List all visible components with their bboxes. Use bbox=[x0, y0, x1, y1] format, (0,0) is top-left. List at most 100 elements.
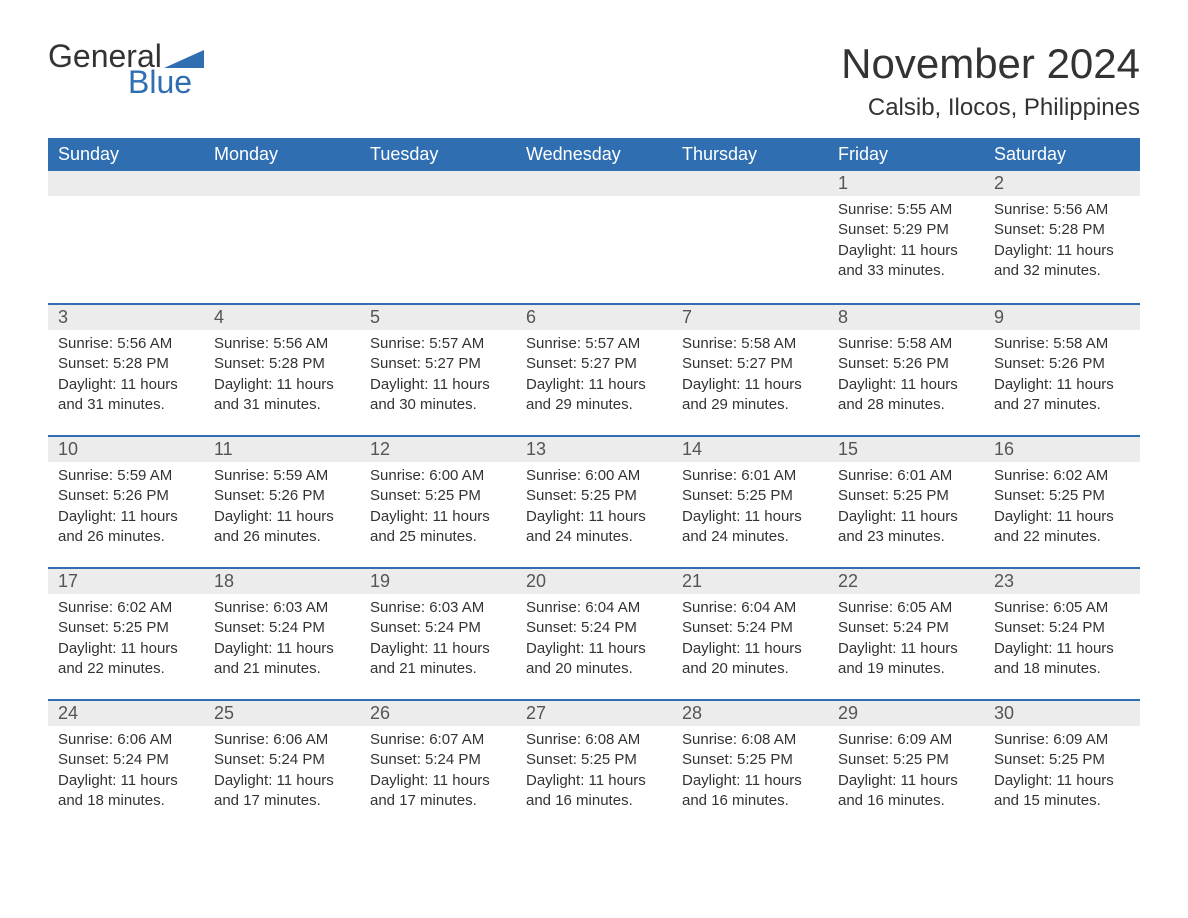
day-number: 28 bbox=[672, 699, 828, 726]
day-number: 4 bbox=[204, 303, 360, 330]
sunrise-line: Sunrise: 6:08 AM bbox=[526, 730, 662, 750]
daylight-line: Daylight: 11 hours and 21 minutes. bbox=[370, 639, 506, 680]
day-number: 23 bbox=[984, 567, 1140, 594]
sunset-line: Sunset: 5:27 PM bbox=[682, 354, 818, 374]
calendar-cell: 26Sunrise: 6:07 AMSunset: 5:24 PMDayligh… bbox=[360, 699, 516, 831]
calendar-cell: 24Sunrise: 6:06 AMSunset: 5:24 PMDayligh… bbox=[48, 699, 204, 831]
day-number: 19 bbox=[360, 567, 516, 594]
day-number: 10 bbox=[48, 435, 204, 462]
day-details: Sunrise: 5:56 AMSunset: 5:28 PMDaylight:… bbox=[48, 330, 204, 423]
daylight-line: Daylight: 11 hours and 17 minutes. bbox=[370, 771, 506, 812]
calendar-week: 24Sunrise: 6:06 AMSunset: 5:24 PMDayligh… bbox=[48, 699, 1140, 831]
day-details: Sunrise: 5:59 AMSunset: 5:26 PMDaylight:… bbox=[204, 462, 360, 555]
calendar-cell: 6Sunrise: 5:57 AMSunset: 5:27 PMDaylight… bbox=[516, 303, 672, 435]
calendar-table: Sunday Monday Tuesday Wednesday Thursday… bbox=[48, 138, 1140, 831]
title-block: November 2024 Calsib, Ilocos, Philippine… bbox=[841, 40, 1140, 122]
daylight-line: Daylight: 11 hours and 16 minutes. bbox=[838, 771, 974, 812]
sunrise-line: Sunrise: 5:58 AM bbox=[838, 334, 974, 354]
daylight-line: Daylight: 11 hours and 24 minutes. bbox=[682, 507, 818, 548]
day-details: Sunrise: 6:04 AMSunset: 5:24 PMDaylight:… bbox=[672, 594, 828, 687]
sunset-line: Sunset: 5:26 PM bbox=[838, 354, 974, 374]
day-details: Sunrise: 5:58 AMSunset: 5:26 PMDaylight:… bbox=[984, 330, 1140, 423]
day-number: 7 bbox=[672, 303, 828, 330]
sunrise-line: Sunrise: 6:07 AM bbox=[370, 730, 506, 750]
daylight-line: Daylight: 11 hours and 20 minutes. bbox=[526, 639, 662, 680]
day-details: Sunrise: 6:09 AMSunset: 5:25 PMDaylight:… bbox=[984, 726, 1140, 819]
day-number: 9 bbox=[984, 303, 1140, 330]
calendar-cell bbox=[204, 171, 360, 303]
sunrise-line: Sunrise: 6:01 AM bbox=[838, 466, 974, 486]
day-details: Sunrise: 6:02 AMSunset: 5:25 PMDaylight:… bbox=[48, 594, 204, 687]
day-details: Sunrise: 5:57 AMSunset: 5:27 PMDaylight:… bbox=[360, 330, 516, 423]
calendar-cell: 21Sunrise: 6:04 AMSunset: 5:24 PMDayligh… bbox=[672, 567, 828, 699]
sunset-line: Sunset: 5:25 PM bbox=[526, 486, 662, 506]
empty-day-bar bbox=[204, 171, 360, 196]
day-number: 21 bbox=[672, 567, 828, 594]
daylight-line: Daylight: 11 hours and 18 minutes. bbox=[58, 771, 194, 812]
sunrise-line: Sunrise: 5:58 AM bbox=[682, 334, 818, 354]
calendar-cell: 19Sunrise: 6:03 AMSunset: 5:24 PMDayligh… bbox=[360, 567, 516, 699]
sunset-line: Sunset: 5:24 PM bbox=[838, 618, 974, 638]
sunset-line: Sunset: 5:27 PM bbox=[526, 354, 662, 374]
col-saturday: Saturday bbox=[984, 138, 1140, 171]
day-details: Sunrise: 5:59 AMSunset: 5:26 PMDaylight:… bbox=[48, 462, 204, 555]
sunrise-line: Sunrise: 6:04 AM bbox=[682, 598, 818, 618]
calendar-cell: 16Sunrise: 6:02 AMSunset: 5:25 PMDayligh… bbox=[984, 435, 1140, 567]
day-details: Sunrise: 6:05 AMSunset: 5:24 PMDaylight:… bbox=[828, 594, 984, 687]
logo-triangle-icon bbox=[164, 50, 204, 68]
calendar-cell: 4Sunrise: 5:56 AMSunset: 5:28 PMDaylight… bbox=[204, 303, 360, 435]
sunset-line: Sunset: 5:25 PM bbox=[370, 486, 506, 506]
sunrise-line: Sunrise: 5:56 AM bbox=[214, 334, 350, 354]
sunset-line: Sunset: 5:28 PM bbox=[994, 220, 1130, 240]
sunset-line: Sunset: 5:25 PM bbox=[682, 750, 818, 770]
calendar-cell bbox=[516, 171, 672, 303]
calendar-cell: 7Sunrise: 5:58 AMSunset: 5:27 PMDaylight… bbox=[672, 303, 828, 435]
sunrise-line: Sunrise: 5:55 AM bbox=[838, 200, 974, 220]
daylight-line: Daylight: 11 hours and 22 minutes. bbox=[994, 507, 1130, 548]
daylight-line: Daylight: 11 hours and 28 minutes. bbox=[838, 375, 974, 416]
sunset-line: Sunset: 5:24 PM bbox=[58, 750, 194, 770]
day-number: 24 bbox=[48, 699, 204, 726]
sunrise-line: Sunrise: 6:03 AM bbox=[214, 598, 350, 618]
sunset-line: Sunset: 5:28 PM bbox=[58, 354, 194, 374]
sunrise-line: Sunrise: 5:57 AM bbox=[370, 334, 506, 354]
sunset-line: Sunset: 5:25 PM bbox=[994, 750, 1130, 770]
daylight-line: Daylight: 11 hours and 16 minutes. bbox=[682, 771, 818, 812]
day-number: 2 bbox=[984, 171, 1140, 196]
sunrise-line: Sunrise: 5:59 AM bbox=[58, 466, 194, 486]
calendar-cell: 23Sunrise: 6:05 AMSunset: 5:24 PMDayligh… bbox=[984, 567, 1140, 699]
location-subtitle: Calsib, Ilocos, Philippines bbox=[841, 94, 1140, 122]
month-title: November 2024 bbox=[841, 40, 1140, 88]
sunset-line: Sunset: 5:27 PM bbox=[370, 354, 506, 374]
day-number: 22 bbox=[828, 567, 984, 594]
sunset-line: Sunset: 5:26 PM bbox=[214, 486, 350, 506]
calendar-cell: 12Sunrise: 6:00 AMSunset: 5:25 PMDayligh… bbox=[360, 435, 516, 567]
sunrise-line: Sunrise: 6:08 AM bbox=[682, 730, 818, 750]
sunrise-line: Sunrise: 5:59 AM bbox=[214, 466, 350, 486]
daylight-line: Daylight: 11 hours and 24 minutes. bbox=[526, 507, 662, 548]
daylight-line: Daylight: 11 hours and 19 minutes. bbox=[838, 639, 974, 680]
sunrise-line: Sunrise: 6:05 AM bbox=[838, 598, 974, 618]
sunset-line: Sunset: 5:25 PM bbox=[526, 750, 662, 770]
calendar-cell: 30Sunrise: 6:09 AMSunset: 5:25 PMDayligh… bbox=[984, 699, 1140, 831]
sunrise-line: Sunrise: 6:09 AM bbox=[838, 730, 974, 750]
daylight-line: Daylight: 11 hours and 20 minutes. bbox=[682, 639, 818, 680]
calendar-week: 17Sunrise: 6:02 AMSunset: 5:25 PMDayligh… bbox=[48, 567, 1140, 699]
sunset-line: Sunset: 5:24 PM bbox=[994, 618, 1130, 638]
day-number: 30 bbox=[984, 699, 1140, 726]
calendar-cell: 10Sunrise: 5:59 AMSunset: 5:26 PMDayligh… bbox=[48, 435, 204, 567]
daylight-line: Daylight: 11 hours and 26 minutes. bbox=[58, 507, 194, 548]
day-number: 14 bbox=[672, 435, 828, 462]
calendar-cell: 3Sunrise: 5:56 AMSunset: 5:28 PMDaylight… bbox=[48, 303, 204, 435]
sunrise-line: Sunrise: 5:58 AM bbox=[994, 334, 1130, 354]
day-number: 5 bbox=[360, 303, 516, 330]
calendar-cell: 18Sunrise: 6:03 AMSunset: 5:24 PMDayligh… bbox=[204, 567, 360, 699]
daylight-line: Daylight: 11 hours and 25 minutes. bbox=[370, 507, 506, 548]
day-details: Sunrise: 6:06 AMSunset: 5:24 PMDaylight:… bbox=[48, 726, 204, 819]
calendar-cell: 29Sunrise: 6:09 AMSunset: 5:25 PMDayligh… bbox=[828, 699, 984, 831]
sunrise-line: Sunrise: 6:06 AM bbox=[214, 730, 350, 750]
day-number: 8 bbox=[828, 303, 984, 330]
col-monday: Monday bbox=[204, 138, 360, 171]
sunset-line: Sunset: 5:25 PM bbox=[838, 486, 974, 506]
col-tuesday: Tuesday bbox=[360, 138, 516, 171]
